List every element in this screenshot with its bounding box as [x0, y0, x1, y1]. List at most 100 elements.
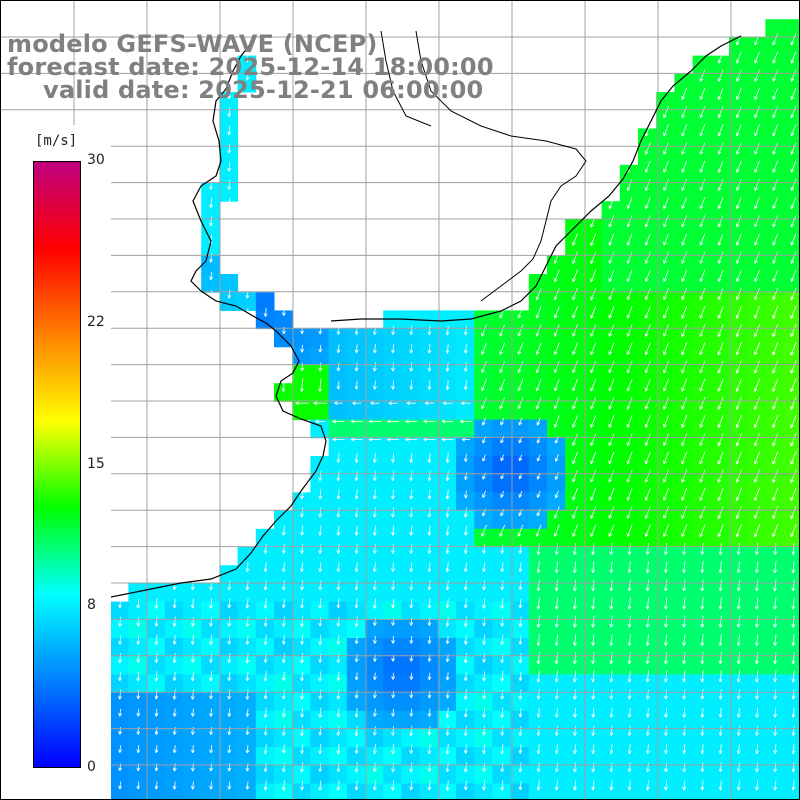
wind-cell: [128, 783, 148, 799]
wind-cell: [437, 328, 457, 348]
wind-cell: [310, 474, 330, 493]
wind-cell: [128, 692, 148, 712]
wind-cell: [765, 274, 785, 293]
wind-arrow: [718, 707, 723, 718]
wind-cell: [656, 674, 675, 694]
wind-arrow: [773, 579, 778, 592]
wind-arrow: [427, 543, 432, 554]
wind-arrow: [681, 451, 688, 465]
wind-arrow: [427, 672, 432, 681]
wind-arrow: [681, 506, 688, 519]
wind-cell: [492, 765, 512, 785]
wind-cell: [747, 492, 766, 512]
wind-arrow: [391, 762, 395, 773]
wind-arrow: [136, 689, 141, 700]
wind-cell: [547, 401, 566, 421]
wind-cell: [437, 710, 457, 730]
wind-arrow: [518, 454, 523, 462]
wind-arrow: [718, 689, 723, 700]
wind-cell: [310, 565, 330, 584]
wind-arrow: [736, 597, 741, 610]
wind-arrow: [391, 471, 395, 482]
wind-cell: [674, 747, 694, 766]
wind-arrow: [699, 451, 706, 465]
wind-arrow: [736, 51, 742, 64]
wind-cell: [601, 565, 621, 584]
wind-arrow: [553, 360, 560, 373]
wind-arrow: [554, 542, 559, 555]
wind-arrow: [790, 215, 797, 228]
wind-cell: [783, 37, 799, 57]
wind-arrow: [209, 598, 213, 609]
wind-cell: [747, 310, 766, 330]
wind-arrow: [500, 454, 505, 462]
wind-cell: [747, 474, 766, 493]
wind-cell: [183, 692, 202, 712]
wind-arrow: [553, 378, 560, 392]
border-line: [380, 30, 432, 127]
wind-cell: [128, 710, 148, 730]
wind-cell: [365, 346, 384, 366]
wind-arrow: [754, 433, 761, 447]
wind-cell: [365, 619, 384, 639]
wind-arrow: [790, 378, 797, 392]
wind-cell: [674, 383, 694, 402]
wind-cell: [474, 674, 493, 694]
wind-cell: [783, 747, 799, 766]
wind-cell: [692, 456, 712, 475]
wind-arrow: [663, 524, 669, 537]
wind-cell: [528, 346, 548, 366]
wind-cell: [765, 747, 785, 766]
wind-arrow: [644, 324, 651, 337]
wind-cell: [692, 565, 712, 584]
wind-cell: [729, 437, 748, 457]
wind-arrow: [572, 306, 578, 319]
wind-cell: [674, 110, 694, 129]
wind-cell: [456, 510, 475, 530]
wind-cell: [656, 365, 675, 384]
wind-cell: [547, 528, 566, 548]
wind-cell: [765, 619, 785, 639]
wind-arrow: [681, 288, 688, 301]
wind-cell: [747, 328, 766, 348]
wind-arrow: [754, 215, 760, 228]
wind-arrow: [772, 323, 779, 338]
wind-cell: [528, 310, 548, 330]
wind-cell: [437, 765, 457, 785]
wind-arrow: [227, 598, 232, 609]
wind-cell: [692, 346, 712, 366]
wind-cell: [292, 528, 311, 548]
wind-cell: [310, 656, 330, 675]
wind-arrow: [773, 670, 778, 683]
wind-arrow: [755, 652, 759, 665]
wind-arrow: [664, 615, 668, 628]
wind-cell: [619, 510, 639, 530]
wind-cell: [419, 528, 439, 548]
wind-arrow: [772, 269, 779, 282]
wind-arrow: [409, 780, 414, 791]
wind-arrow: [118, 635, 122, 645]
wind-cell: [437, 692, 457, 712]
wind-arrow: [790, 487, 797, 501]
wind-cell: [419, 565, 439, 584]
wind-cell: [437, 783, 457, 799]
wind-arrow: [300, 744, 304, 754]
wind-cell: [219, 583, 239, 603]
wind-arrow: [318, 653, 323, 663]
wind-arrow: [608, 469, 615, 483]
wind-cell: [710, 383, 730, 402]
wind-cell: [656, 710, 675, 730]
wind-cell: [255, 547, 275, 566]
wind-arrow: [772, 106, 779, 119]
wind-cell: [638, 474, 657, 493]
wind-arrow: [754, 396, 761, 410]
wind-cell: [747, 292, 766, 311]
wind-cell: [310, 492, 330, 512]
wind-cell: [638, 164, 657, 184]
wind-cell: [619, 656, 639, 675]
wind-cell: [710, 765, 730, 785]
wind-arrow: [336, 598, 341, 609]
wind-arrow: [627, 762, 632, 773]
wind-cell: [346, 729, 366, 748]
wind-cell: [219, 164, 239, 184]
